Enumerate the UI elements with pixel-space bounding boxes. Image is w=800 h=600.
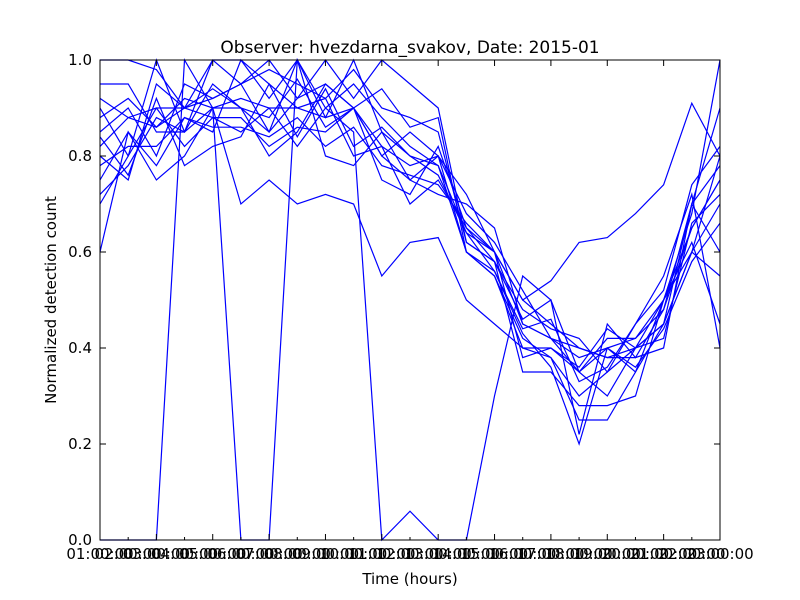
x-minor-tick-label: 06:00:00 [207,545,274,563]
x-tick-label: 07:00:00 [235,545,302,563]
y-tick-label: 0.4 [68,339,92,357]
x-minor-tick-label: 20:00:00 [602,545,669,563]
x-minor-tick-label: 04:00:00 [151,545,218,563]
x-tick-label: 23:00:00 [686,545,753,563]
series-line-11 [99,83,721,383]
y-tick-label: 0.8 [68,147,92,165]
x-minor-tick-label: 10:00:00 [320,545,387,563]
series-line-5 [99,83,721,397]
x-tick-label: 13:00:00 [404,545,471,563]
y-tick-label: 0.6 [68,243,92,261]
x-minor-tick-label: 22:00:00 [658,545,725,563]
y-axis: 0.0 0.2 0.4 0.6 0.8 1.0 [68,51,720,549]
x-minor-tick-label: 08:00:00 [264,545,331,563]
x-tick-label: 09:00:00 [292,545,359,563]
series-line-14 [99,78,721,446]
x-axis-label: Time (hours) [361,570,457,588]
y-tick-label: 0.2 [68,435,92,453]
y-axis-label: Normalized detection count [42,196,60,404]
y-tick-label: 1.0 [68,51,92,69]
x-minor-tick-label: 14:00:00 [433,545,500,563]
series-line-1 [100,57,721,542]
series-line-13 [100,58,721,435]
x-tick-label: 05:00:00 [179,545,246,563]
x-minor-tick-label: 12:00:00 [376,545,443,563]
series-line-8 [99,58,721,359]
x-tick-label: 03:00:00 [123,545,190,563]
x-minor-tick-label: 16:00:00 [489,545,556,563]
x-tick-label: 15:00:00 [461,545,528,563]
y-tick-label: 0.0 [68,531,92,549]
x-tick-label: 17:00:00 [517,545,584,563]
x-tick-label: 19:00:00 [574,545,641,563]
series-line-6 [99,59,721,407]
x-tick-label: 01:00:00 [66,545,133,563]
series-layer [99,57,721,542]
x-tick-label: 11:00:00 [348,545,415,563]
x-axis: 02:00:0004:00:0006:00:0008:00:0010:00:00… [66,60,754,563]
series-line-15 [99,82,721,301]
x-minor-tick-label: 02:00:00 [94,545,161,563]
series-line-10 [99,59,721,373]
x-tick-label: 21:00:00 [630,545,697,563]
chart-title: Observer: hvezdarna_svakov, Date: 2015-0… [220,38,599,58]
x-minor-tick-label: 18:00:00 [545,545,612,563]
